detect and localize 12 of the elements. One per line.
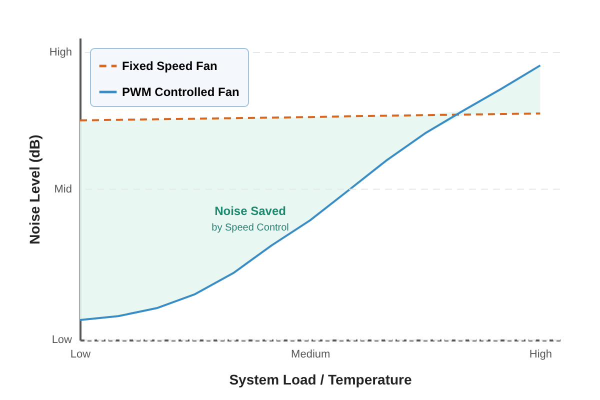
- ref-line-label: Low: [52, 334, 72, 346]
- ref-line-label: Mid: [54, 183, 72, 196]
- y-axis-title: Noise Level (dB): [26, 134, 42, 244]
- ref-line-label: High: [49, 46, 72, 59]
- x-tick-label: Medium: [291, 348, 330, 360]
- annotation: Noise Saved: [214, 204, 286, 218]
- legend-label: PWM Controlled Fan: [122, 85, 240, 99]
- legend-label: Fixed Speed Fan: [122, 59, 218, 73]
- annotation: by Speed Control: [212, 222, 289, 234]
- x-tick-label: High: [529, 348, 552, 360]
- x-tick-label: Low: [70, 348, 91, 360]
- x-axis-title: System Load / Temperature: [229, 372, 412, 388]
